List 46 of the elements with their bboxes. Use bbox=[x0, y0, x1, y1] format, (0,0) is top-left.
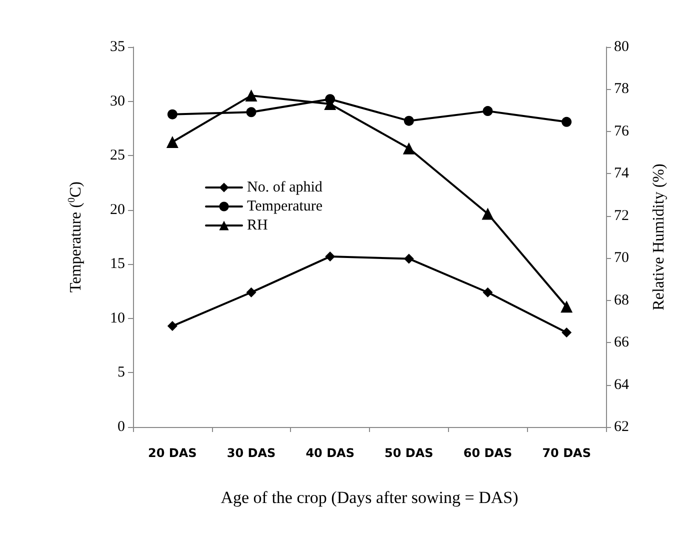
y2-tick-label: 72 bbox=[614, 208, 629, 224]
y-tick-label: 25 bbox=[110, 148, 125, 164]
y2-tick-label: 68 bbox=[614, 292, 629, 308]
point bbox=[482, 208, 494, 220]
x-axis-title: Age of the crop (Days after sowing = DAS) bbox=[220, 488, 518, 507]
point bbox=[402, 142, 415, 154]
point bbox=[482, 287, 493, 298]
x-tick-label: 50 DAS bbox=[384, 446, 434, 460]
point bbox=[560, 300, 573, 313]
y-axis-title: Temperature (0C) bbox=[66, 182, 84, 292]
point bbox=[167, 321, 178, 332]
point bbox=[404, 254, 414, 264]
y2-tick-label: 78 bbox=[614, 81, 629, 98]
y-tick-label: 15 bbox=[110, 256, 125, 272]
y2-tick-label: 74 bbox=[614, 166, 630, 182]
legend-label: No. of aphid bbox=[247, 180, 323, 196]
x-tick-label: 60 DAS bbox=[463, 446, 512, 460]
legend-label: Temperature bbox=[247, 198, 323, 214]
x-tick-label: 20 DAS bbox=[148, 446, 197, 460]
point bbox=[246, 107, 256, 118]
y2-axis-title: Relative Humidity (%) bbox=[650, 164, 668, 310]
point bbox=[404, 116, 414, 126]
point bbox=[562, 328, 572, 338]
y-tick-label: 20 bbox=[110, 202, 125, 218]
y2-tick-label: 70 bbox=[614, 250, 629, 266]
point bbox=[246, 287, 256, 298]
x-tick-label: 70 DAS bbox=[542, 446, 591, 460]
y2-tick-label: 76 bbox=[614, 123, 630, 140]
point bbox=[325, 252, 336, 262]
point bbox=[166, 136, 178, 148]
y-tick-label: 0 bbox=[118, 419, 125, 435]
y2-tick-label: 66 bbox=[614, 334, 630, 351]
y-tick-label: 35 bbox=[110, 39, 125, 55]
point bbox=[245, 90, 258, 102]
y2-tick-label: 64 bbox=[614, 376, 630, 393]
y-tick-label: 10 bbox=[110, 310, 125, 326]
point bbox=[562, 116, 572, 127]
x-tick-label: 30 DAS bbox=[226, 446, 276, 460]
legend-label: RH bbox=[247, 218, 268, 234]
point bbox=[482, 106, 493, 116]
y-tick-label: 5 bbox=[118, 364, 125, 381]
point bbox=[167, 109, 178, 120]
y2-tick-label: 80 bbox=[614, 39, 629, 55]
x-tick-label: 40 DAS bbox=[306, 446, 354, 460]
y2-tick-label: 62 bbox=[614, 419, 629, 435]
y-tick-label: 30 bbox=[110, 93, 125, 110]
